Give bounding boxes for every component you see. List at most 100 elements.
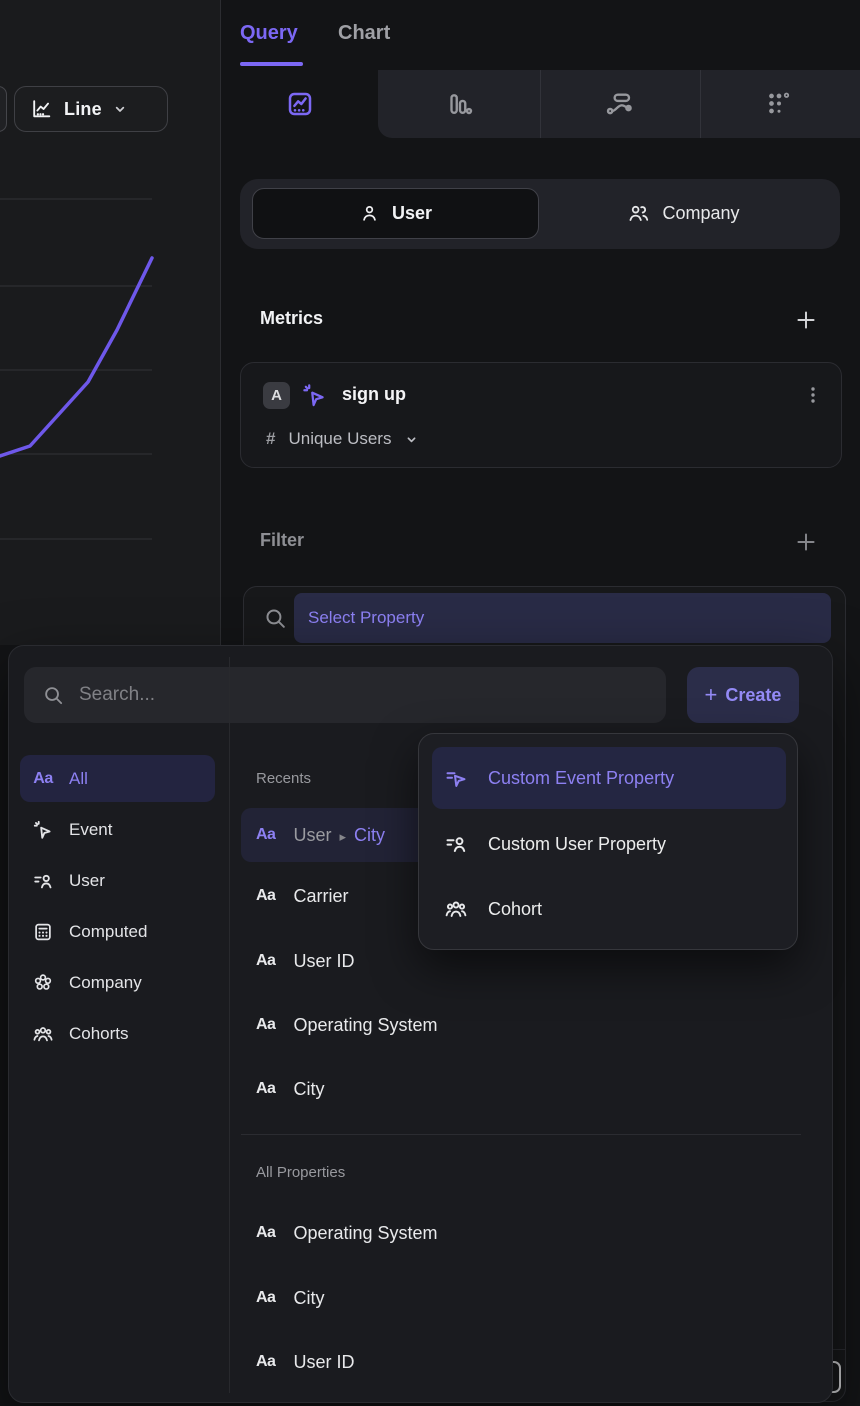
popup-divider — [229, 657, 230, 1393]
menu-item-label: Custom Event Property — [488, 767, 675, 788]
add-filter-icon[interactable] — [793, 529, 819, 555]
category-label: Company — [69, 972, 142, 992]
cohort-icon — [444, 897, 468, 921]
insights-tab-icon[interactable] — [285, 89, 315, 119]
chevron-down-icon — [112, 101, 128, 117]
property-row[interactable]: Aa City — [241, 1271, 529, 1325]
text-property-icon: Aa — [256, 887, 276, 904]
aggregation-dropdown[interactable]: # Unique Users — [266, 429, 419, 449]
search-icon — [263, 606, 288, 631]
chart-pane: Line — [0, 0, 221, 645]
property-label: User ID — [293, 950, 355, 971]
menu-item-label: Cohort — [488, 898, 543, 919]
cohorts-icon — [32, 1023, 54, 1045]
text-property-icon: Aa — [256, 826, 276, 843]
chart-type-dropdown[interactable]: Line — [14, 86, 168, 132]
property-label: City — [293, 1287, 325, 1308]
bar-chart-tab-icon[interactable] — [444, 89, 474, 119]
property-row[interactable]: Aa Operating System — [241, 1206, 529, 1260]
toggle-company[interactable]: Company — [539, 188, 828, 239]
aggregation-label: Unique Users — [288, 429, 392, 448]
chart-gridlines — [0, 198, 152, 540]
event-icon — [301, 382, 328, 409]
text-property-icon: Aa — [256, 1016, 276, 1033]
entity-toggle: User Company — [240, 179, 840, 249]
text-property-icon: Aa — [256, 1224, 276, 1241]
chart-line — [0, 256, 154, 458]
property-label: Carrier — [293, 885, 349, 906]
search-icon — [42, 684, 65, 707]
recent-property-row[interactable]: Aa Carrier — [241, 869, 529, 923]
recent-property-row[interactable]: Aa City — [241, 1062, 529, 1116]
create-button-label: Create — [725, 684, 782, 705]
text-property-icon: Aa — [256, 1289, 276, 1306]
all-properties-heading: All Properties — [256, 1164, 346, 1181]
metrics-heading: Metrics — [260, 308, 324, 328]
property-label: User ID — [293, 1351, 355, 1372]
create-button[interactable]: + Create — [687, 667, 799, 723]
user-icon — [359, 203, 380, 224]
company-cluster-icon — [32, 972, 54, 994]
line-chart-icon — [29, 97, 54, 122]
category-label: Computed — [69, 921, 148, 941]
metric-series-badge: A — [263, 382, 290, 409]
category-label: User — [69, 870, 105, 890]
recents-heading: Recents — [256, 770, 312, 787]
property-breadcrumb: User ▸ City — [293, 824, 385, 845]
category-all[interactable]: Aa All — [20, 755, 215, 802]
text-property-icon: Aa — [33, 769, 53, 787]
filter-heading: Filter — [260, 530, 305, 550]
add-metric-icon[interactable] — [793, 307, 819, 333]
search-input[interactable] — [79, 684, 648, 706]
retention-tab-icon[interactable] — [764, 89, 794, 119]
toggle-company-label: Company — [662, 203, 740, 223]
recent-property-row[interactable]: Aa Operating System — [241, 998, 529, 1052]
toggle-user-label: User — [391, 203, 433, 223]
tab-chart[interactable]: Chart — [338, 22, 391, 44]
text-property-icon: Aa — [256, 1353, 276, 1370]
tab-divider — [540, 70, 541, 138]
custom-event-property-icon — [444, 766, 468, 790]
property-label: Operating System — [293, 1014, 438, 1035]
chart-type-label: Line — [64, 98, 102, 119]
active-tab-underline — [240, 62, 303, 66]
category-computed[interactable]: Computed — [20, 908, 215, 955]
chart-type-tabbar — [378, 70, 860, 138]
line-chart — [0, 198, 154, 540]
popup-search-bar[interactable] — [24, 667, 666, 723]
metric-menu-icon[interactable] — [801, 383, 825, 407]
category-event[interactable]: Event — [20, 806, 215, 853]
select-property-input[interactable]: Select Property — [294, 593, 831, 643]
property-picker-popup: + Create Aa All Event User — [8, 645, 833, 1403]
category-user[interactable]: User — [20, 857, 215, 904]
tab-divider — [700, 70, 701, 138]
create-submenu: Custom Event Property Custom User Proper… — [418, 733, 798, 950]
metric-card[interactable]: A sign up # Unique Users — [240, 362, 842, 468]
recent-property-row[interactable]: Aa User ID — [241, 934, 529, 988]
menu-item-custom-event-property[interactable]: Custom Event Property — [432, 747, 786, 809]
plus-icon: + — [704, 682, 718, 707]
event-icon — [32, 819, 54, 841]
list-divider — [241, 1134, 801, 1135]
metric-event-name: sign up — [342, 384, 406, 404]
tab-query[interactable]: Query — [240, 22, 298, 44]
user-property-icon — [32, 870, 54, 892]
chevron-down-icon — [408, 436, 416, 442]
people-icon — [627, 202, 650, 225]
property-row[interactable]: Aa User ID — [241, 1335, 529, 1389]
category-label: All — [69, 768, 88, 788]
custom-user-property-icon — [444, 832, 468, 856]
toggle-user[interactable]: User — [252, 188, 539, 239]
flows-tab-icon[interactable] — [604, 89, 634, 119]
property-label: City — [293, 1078, 325, 1099]
category-label: Cohorts — [69, 1023, 129, 1043]
property-label: Operating System — [293, 1222, 438, 1243]
category-label: Event — [69, 819, 113, 839]
category-company[interactable]: Company — [20, 959, 215, 1006]
menu-item-label: Custom User Property — [488, 833, 667, 854]
menu-item-cohort[interactable]: Cohort — [432, 878, 786, 940]
text-property-icon: Aa — [256, 952, 276, 969]
category-cohorts[interactable]: Cohorts — [20, 1010, 215, 1057]
menu-item-custom-user-property[interactable]: Custom User Property — [432, 813, 786, 875]
